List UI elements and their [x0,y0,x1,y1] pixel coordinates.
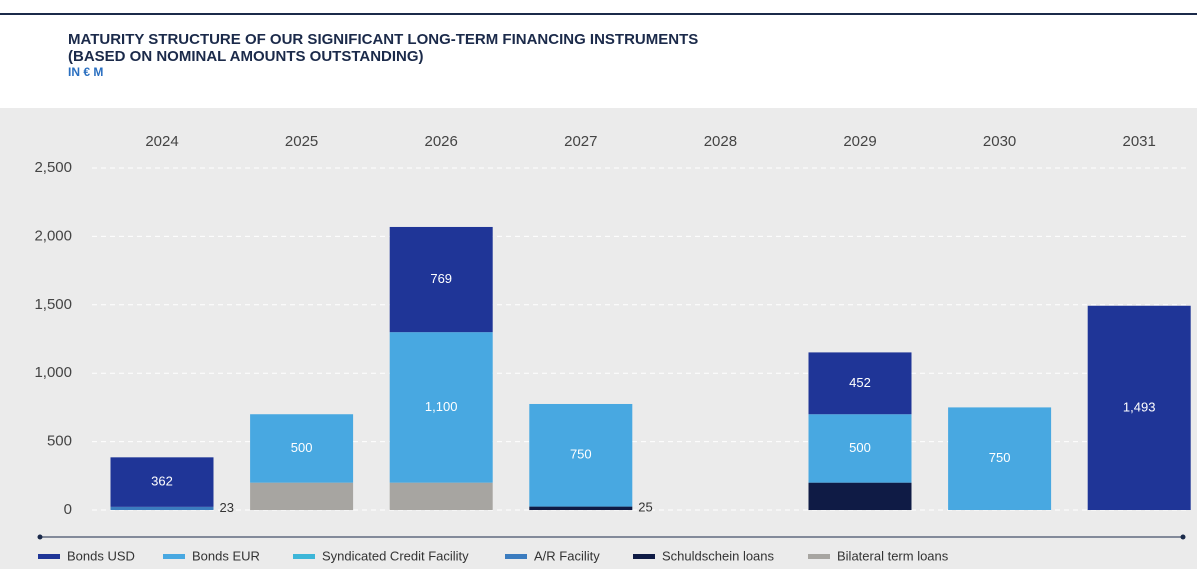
chart-subtitle: (BASED ON NOMINAL AMOUNTS OUTSTANDING) [68,48,424,65]
y-tick-label: 0 [64,501,72,518]
value-label: 362 [151,474,173,489]
x-tick-label: 2029 [843,133,876,150]
x-tick-label: 2025 [285,133,318,150]
x-tick-label: 2028 [704,133,737,150]
bar-segment [808,414,912,483]
bar-segment [250,482,354,510]
x-tick-label: 2027 [564,133,597,150]
value-label: 25 [638,500,652,515]
unit-label: IN € M [68,65,103,79]
y-tick-label: 2,500 [34,159,72,176]
y-tick-label: 500 [47,433,72,450]
bar-segment [389,332,493,483]
value-label: 1,100 [425,399,458,414]
legend-swatch [38,554,60,559]
value-label: 452 [849,375,871,390]
bar-segment [110,506,214,510]
legend-swatch [293,554,315,559]
legend-swatch [505,554,527,559]
legend-label: Bonds EUR [192,548,260,563]
legend-label: Bilateral term loans [837,548,949,563]
bar-segment [250,414,354,483]
chart-title: MATURITY STRUCTURE OF OUR SIGNIFICANT LO… [68,31,698,48]
y-tick-label: 1,000 [34,364,72,381]
axis-dot [37,534,43,540]
value-label: 500 [291,440,313,455]
bar-segment [529,506,633,510]
bar-segment [808,482,912,510]
value-label: 769 [430,271,452,286]
legend-label: Bonds USD [67,548,135,563]
value-label: 750 [570,447,592,462]
bar-segment [389,226,493,333]
bar-segment [529,403,633,507]
x-tick-label: 2026 [425,133,458,150]
axis-dot [1180,534,1186,540]
value-label: 23 [220,500,234,515]
legend-swatch [633,554,655,559]
legend-swatch [163,554,185,559]
bar-segment [808,352,912,415]
legend-label: A/R Facility [534,548,600,563]
x-tick-label: 2024 [145,133,178,150]
value-label: 1,493 [1123,399,1156,414]
bar-segment [948,407,1052,510]
value-label: 500 [849,440,871,455]
bar-segment [389,482,493,510]
value-label: 750 [989,450,1011,465]
y-tick-label: 1,500 [34,296,72,313]
y-tick-label: 2,000 [34,227,72,244]
x-tick-label: 2031 [1123,133,1156,150]
legend-label: Syndicated Credit Facility [322,548,469,563]
bar-segment [110,457,214,507]
legend-label: Schuldschein loans [662,548,775,563]
bar-segment [1087,305,1191,510]
legend-swatch [808,554,830,559]
x-tick-label: 2030 [983,133,1016,150]
